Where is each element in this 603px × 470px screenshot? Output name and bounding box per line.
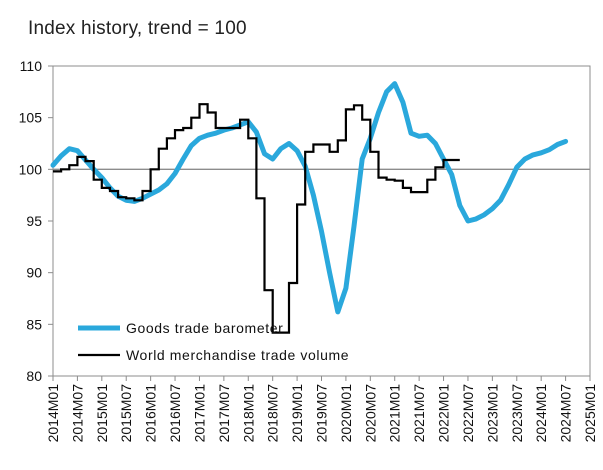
x-tick-label: 2016M01 xyxy=(143,384,159,443)
x-tick-label: 2019M07 xyxy=(314,384,330,443)
x-tick-label: 2014M07 xyxy=(69,384,85,443)
y-tick-label: 80 xyxy=(26,368,42,384)
x-tick-label: 2017M07 xyxy=(216,384,232,443)
y-tick-label: 105 xyxy=(19,110,43,126)
y-tick-label: 110 xyxy=(20,58,43,74)
x-tick-label: 2019M01 xyxy=(289,384,305,443)
x-tick-label: 2015M01 xyxy=(94,384,110,443)
y-tick-label: 100 xyxy=(19,161,43,177)
x-tick-label: 2024M07 xyxy=(558,384,574,443)
x-tick-label: 2015M07 xyxy=(118,384,134,443)
x-tick-label: 2022M07 xyxy=(460,384,476,443)
legend-label-world-merchandise-trade-volume: World merchandise trade volume xyxy=(126,347,349,363)
y-tick-label: 95 xyxy=(26,213,42,229)
chart-title: Index history, trend = 100 xyxy=(28,18,247,39)
x-tick-label: 2018M01 xyxy=(240,384,256,443)
x-tick-label: 2021M07 xyxy=(411,384,427,443)
x-tick-label: 2014M01 xyxy=(45,384,61,443)
x-tick-label: 2021M01 xyxy=(387,384,403,443)
x-tick-label: 2020M01 xyxy=(338,384,354,443)
x-tick-label: 2020M07 xyxy=(362,384,378,443)
x-tick-label: 2023M01 xyxy=(484,384,500,443)
x-tick-label: 2025M01 xyxy=(582,384,598,443)
x-tick-label: 2023M07 xyxy=(509,384,525,443)
series-world-merchandise-trade-volume-line xyxy=(53,103,460,334)
x-tick-label: 2018M07 xyxy=(265,384,281,443)
x-tick-label: 2024M01 xyxy=(533,384,549,443)
y-tick-label: 85 xyxy=(26,316,42,332)
x-tick-label: 2016M07 xyxy=(167,384,183,443)
x-tick-label: 2022M01 xyxy=(436,384,452,443)
y-tick-label: 90 xyxy=(26,265,42,281)
x-tick-label: 2017M01 xyxy=(191,384,207,443)
legend-label-goods-trade-barometer: Goods trade barometer xyxy=(126,320,283,336)
